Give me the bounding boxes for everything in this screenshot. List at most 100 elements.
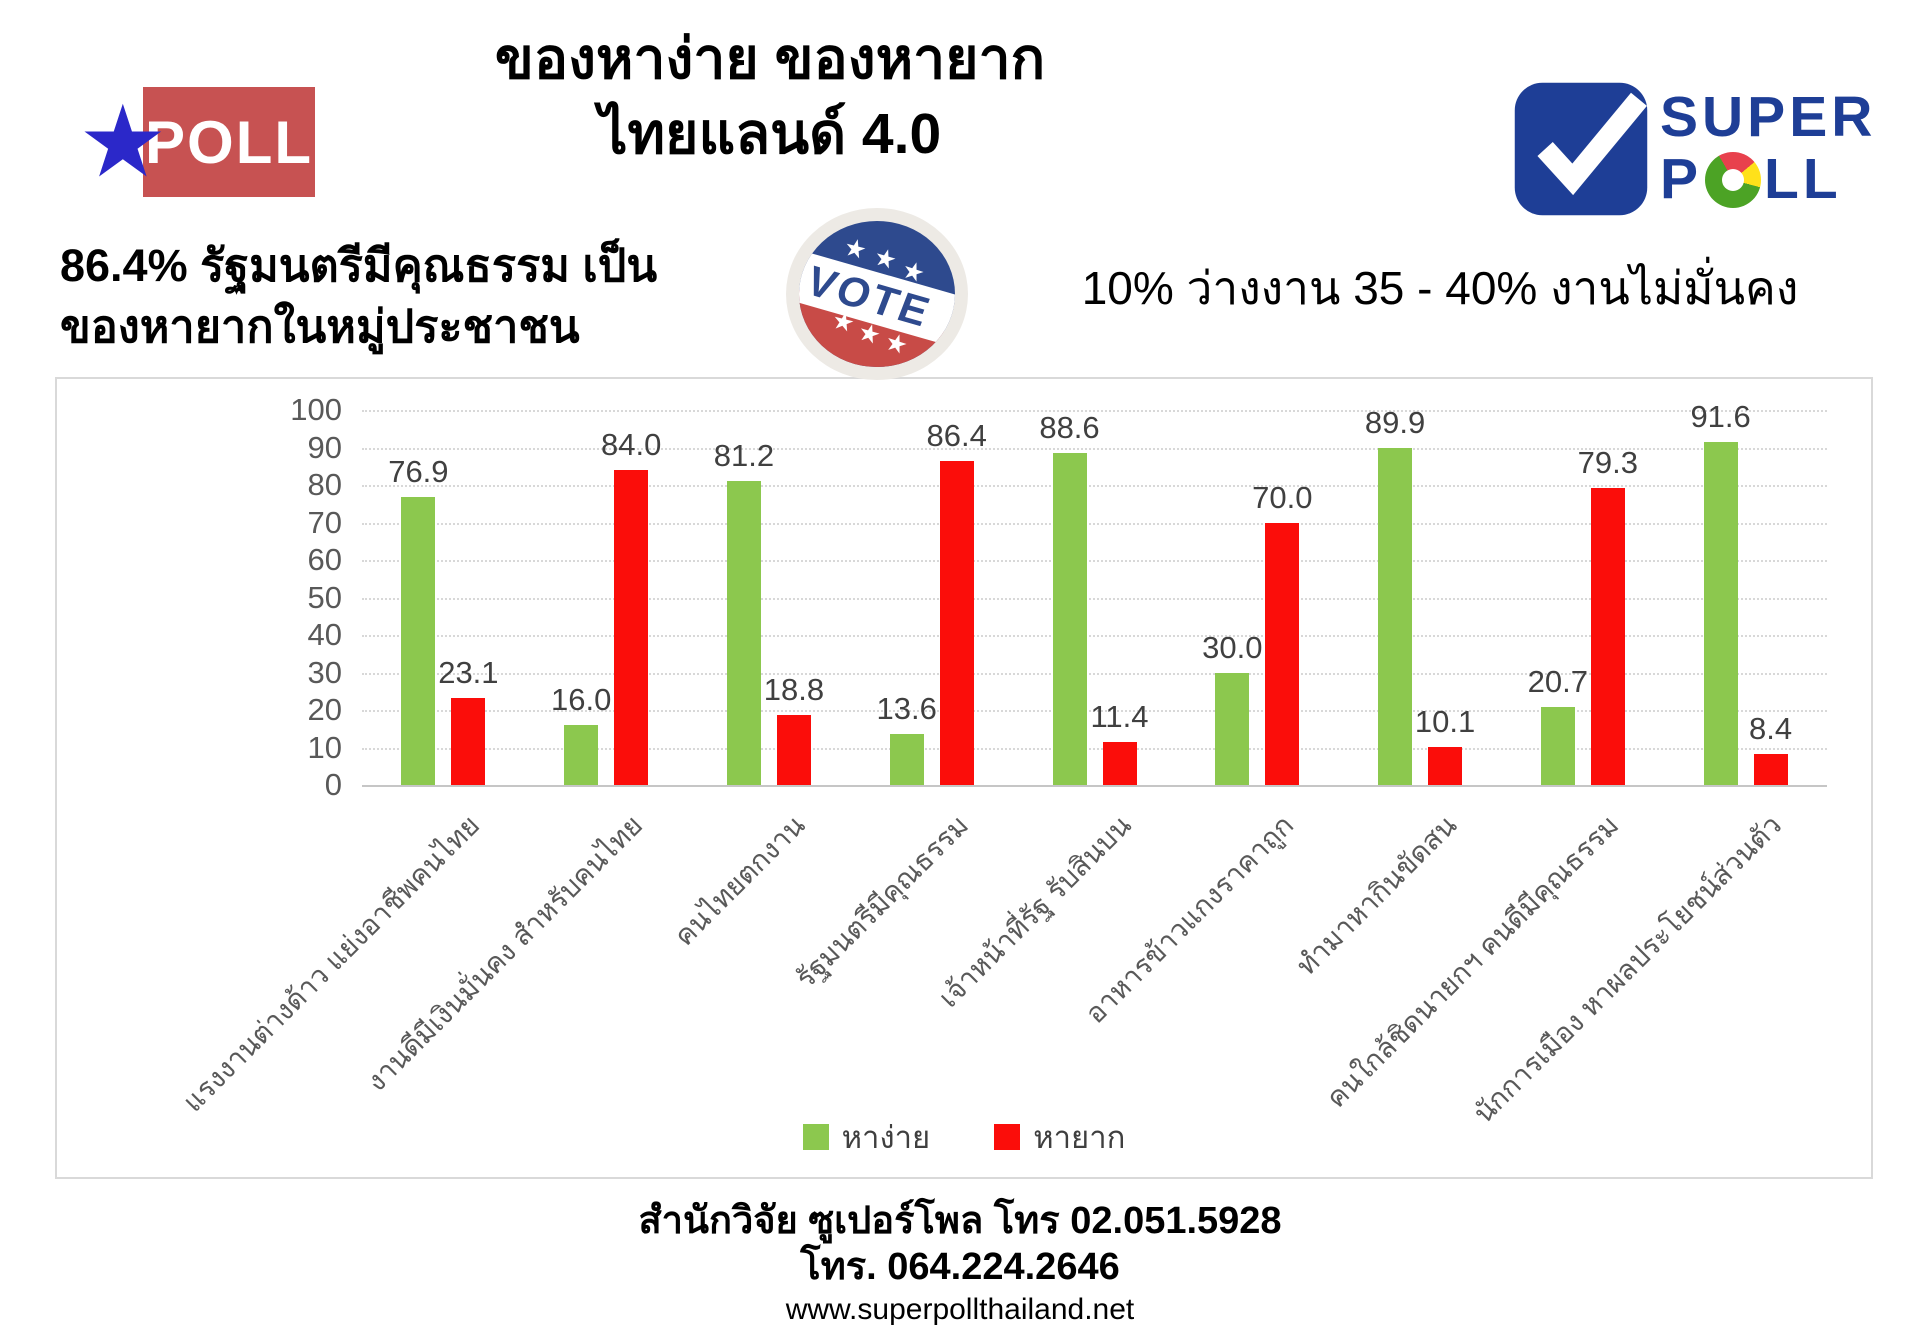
donut-hole <box>1722 168 1745 191</box>
legend-swatch-icon <box>994 1124 1021 1150</box>
bar-series2-cat9 <box>1753 753 1788 785</box>
bar-value-label: 30.0 <box>1202 629 1263 665</box>
superpoll-word-poll: P LL <box>1660 147 1876 211</box>
star-icon: ★ <box>841 232 870 266</box>
legend: หาง่าย หายาก <box>57 1112 1871 1162</box>
bar-series2-cat3 <box>776 714 811 785</box>
bar-value-label: 20.7 <box>1527 664 1588 700</box>
bar-value-label: 76.9 <box>388 453 449 489</box>
bar-series1-cat2 <box>564 725 599 785</box>
legend-item-2: หายาก <box>994 1112 1125 1162</box>
x-axis-category-label: คนใกล้ชิดนายกฯ คนดีมีคุณธรรม <box>1320 809 1625 1114</box>
y-axis-tick-80: 80 <box>307 467 342 502</box>
bar-value-label: 91.6 <box>1690 398 1751 434</box>
page-title-line2: ไทยแลนด์ 4.0 <box>598 102 942 167</box>
poll-logo-text: POLL <box>145 108 313 176</box>
superpoll-letters-ll: LL <box>1764 147 1842 211</box>
stat-left-line2: ของหายากในหมู่ประชาชน <box>60 300 580 352</box>
gridline-50 <box>362 597 1827 600</box>
bar-value-label: 86.4 <box>926 418 987 453</box>
page-title-line1: ของหาง่าย ของหายาก <box>494 27 1046 91</box>
donut-chart-icon <box>1705 151 1762 208</box>
y-axis-tick-70: 70 <box>307 504 342 540</box>
x-axis-category-label: แรงงานต่างด้าว แย่งอาชีพคนไทย <box>177 809 486 1118</box>
gridline-70 <box>362 522 1827 525</box>
y-axis-tick-100: 100 <box>290 392 342 427</box>
star-icon: ★ <box>78 86 168 198</box>
superpoll-letter-p: P <box>1660 147 1703 211</box>
bar-series1-cat8 <box>1540 707 1575 785</box>
bar-value-label: 89.9 <box>1364 404 1426 440</box>
gridline-40 <box>362 635 1827 637</box>
gridline-30 <box>362 672 1827 675</box>
bar-series1-cat6 <box>1215 672 1250 785</box>
y-axis-tick-90: 90 <box>307 429 342 465</box>
x-axis-category-label: งานดีมีเงินมั่นคง สำหรับคนไทย <box>360 809 649 1098</box>
x-axis-category-label: คนไทยตกงาน <box>668 809 812 952</box>
bar-value-label: 23.1 <box>438 655 499 691</box>
superpoll-word-super: SUPER <box>1660 85 1877 150</box>
y-axis-tick-40: 40 <box>307 617 342 652</box>
bar-value-label: 84.0 <box>600 427 662 462</box>
bar-series2-cat8 <box>1590 487 1625 785</box>
star-icon: ★ <box>898 255 929 290</box>
gridline-60 <box>362 560 1827 562</box>
vote-badge: VOTE ★ ★ ★ ★ ★ ★ <box>786 208 968 380</box>
bar-value-label: 88.6 <box>1039 409 1100 445</box>
superpoll-wordmark: SUPER P LL <box>1660 87 1876 210</box>
footer: สำนักวิจัย ซูเปอร์โพล โทร 02.051.5928 โท… <box>0 1198 1920 1328</box>
poll-logo-box: POLL <box>143 87 315 197</box>
legend-swatch-icon <box>802 1124 829 1150</box>
stat-left: 86.4% รัฐมนตรีมีคุณธรรม เป็น ของหายากในห… <box>60 236 657 358</box>
bar-value-label: 81.2 <box>713 437 775 473</box>
bar-series2-cat7 <box>1428 747 1463 785</box>
vote-badge-inner: VOTE ★ ★ ★ ★ ★ ★ <box>799 221 955 367</box>
x-axis-category-label: ทำมาหากินขัดสน <box>1290 809 1463 982</box>
gridline-90 <box>362 447 1827 450</box>
bar-value-label: 18.8 <box>763 671 825 707</box>
bar-value-label: 8.4 <box>1749 710 1793 746</box>
bar-series1-cat9 <box>1703 441 1738 785</box>
checkmark-icon <box>1512 80 1650 218</box>
bar-series1-cat3 <box>726 480 761 785</box>
page-title: ของหาง่าย ของหายาก ไทยแลนด์ 4.0 <box>370 22 1170 172</box>
legend-item-1: หาง่าย <box>802 1112 931 1162</box>
gridline-0 <box>362 785 1827 787</box>
bar-chart: 0 10 20 30 40 50 60 70 80 90 100 แรงงานต่างด้าว แย่… <box>55 377 1873 1179</box>
bar-value-label: 10.1 <box>1414 704 1476 740</box>
gridline-80 <box>362 485 1827 487</box>
bar-value-label: 13.6 <box>876 691 937 726</box>
gridline-100 <box>362 410 1827 412</box>
y-axis-tick-60: 60 <box>307 542 342 577</box>
footer-website: www.superpollthailand.net <box>785 1292 1135 1326</box>
y-axis-tick-20: 20 <box>307 692 342 727</box>
stat-right: 10% ว่างงาน 35 - 40% งานไม่มั่นคง <box>1081 262 1799 314</box>
superpoll-logo: SUPER P LL <box>1512 80 1876 218</box>
bar-series2-cat5 <box>1102 742 1137 785</box>
footer-org-phone: สำนักวิจัย ซูเปอร์โพล โทร 02.051.5928 <box>638 1200 1282 1242</box>
bar-value-label: 70.0 <box>1252 479 1313 515</box>
bar-series1-cat1 <box>401 496 436 785</box>
footer-phone: โทร. 064.224.2646 <box>800 1246 1120 1289</box>
y-axis-tick-0: 0 <box>324 767 342 802</box>
legend-label: หายาก <box>1033 1120 1126 1155</box>
x-axis-category-label: นักการเมือง หาผลประโยชน์ส่วนตัว <box>1468 809 1788 1129</box>
bar-series2-cat4 <box>939 461 974 785</box>
gridline-20 <box>362 710 1827 712</box>
bar-value-label: 11.4 <box>1090 699 1149 735</box>
bar-series1-cat7 <box>1378 447 1413 785</box>
bar-series1-cat4 <box>889 734 924 785</box>
y-axis-tick-30: 30 <box>307 654 342 690</box>
star-icon: ★ <box>870 242 900 276</box>
gridline-10 <box>362 747 1827 750</box>
y-axis-tick-10: 10 <box>307 729 342 765</box>
bar-series2-cat2 <box>614 470 649 785</box>
bar-value-label: 16.0 <box>550 682 612 717</box>
bar-value-label: 79.3 <box>1577 444 1638 480</box>
y-axis-tick-50: 50 <box>307 579 342 615</box>
bar-series2-cat1 <box>451 698 486 785</box>
legend-label: หาง่าย <box>841 1120 931 1155</box>
stat-left-line1: 86.4% รัฐมนตรีมีคุณธรรม เป็น <box>60 240 658 291</box>
bar-series1-cat5 <box>1052 452 1087 785</box>
